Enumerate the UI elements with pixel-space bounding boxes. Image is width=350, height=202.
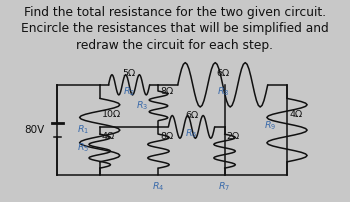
Text: 80V: 80V	[25, 125, 45, 135]
Text: redraw the circuit for each step.: redraw the circuit for each step.	[77, 39, 273, 52]
Text: $R_6$: $R_6$	[185, 127, 198, 140]
Text: $R_3$: $R_3$	[136, 100, 148, 112]
Text: $R_7$: $R_7$	[218, 180, 230, 193]
Text: $R_5$: $R_5$	[77, 142, 90, 154]
Text: Find the total resistance for the two given circuit.: Find the total resistance for the two gi…	[24, 5, 326, 19]
Text: $R_4$: $R_4$	[152, 180, 164, 193]
Text: 5Ω: 5Ω	[122, 69, 136, 78]
Text: Encircle the resistances that will be simplified and: Encircle the resistances that will be si…	[21, 22, 329, 35]
Text: 2Ω: 2Ω	[227, 133, 240, 141]
Text: 10Ω: 10Ω	[102, 110, 121, 119]
Text: 4Ω: 4Ω	[102, 132, 115, 141]
Text: 4Ω: 4Ω	[289, 110, 302, 119]
Text: 6Ω: 6Ω	[216, 69, 229, 78]
Text: 6Ω: 6Ω	[185, 111, 198, 120]
Text: $R_2$: $R_2$	[123, 85, 135, 98]
Text: $R_8$: $R_8$	[217, 85, 229, 98]
Text: $R_1$: $R_1$	[77, 124, 90, 136]
Text: 8Ω: 8Ω	[161, 87, 174, 96]
Text: $R_9$: $R_9$	[265, 119, 277, 132]
Text: 8Ω: 8Ω	[161, 133, 174, 141]
